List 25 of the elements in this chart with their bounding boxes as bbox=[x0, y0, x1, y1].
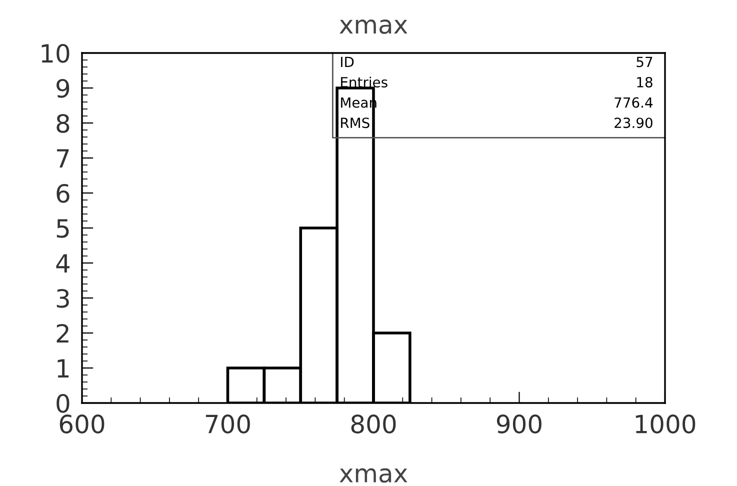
y-tick-label: 2 bbox=[56, 324, 68, 342]
x-tick-label: 600 bbox=[60, 414, 104, 434]
y-tick-label: 7 bbox=[57, 149, 69, 168]
x-tick-label: 900 bbox=[496, 414, 542, 434]
annotation: RMS bbox=[341, 118, 370, 128]
y-tick-label: 9 bbox=[56, 78, 70, 98]
annotation: 23.90 bbox=[614, 118, 652, 128]
x-axis-title: xmax bbox=[340, 468, 408, 483]
annotation: 57 bbox=[636, 56, 652, 68]
y-tick-label: 5 bbox=[56, 219, 69, 238]
x-tick-label: 800 bbox=[351, 414, 396, 434]
annotation: 776.4 bbox=[614, 97, 653, 108]
y-tick-label: 4 bbox=[56, 254, 70, 272]
y-tick-label: 6 bbox=[56, 184, 70, 203]
y-tick-label: 1 bbox=[58, 359, 69, 378]
x-tick-label: 1000 bbox=[636, 414, 696, 434]
x-tick-label: 700 bbox=[206, 414, 250, 434]
annotation: Entries bbox=[341, 76, 388, 88]
annotation: 18 bbox=[637, 76, 652, 88]
y-tick-label: 3 bbox=[56, 288, 69, 308]
y-tick-label: 10 bbox=[42, 44, 70, 63]
annotation: ID bbox=[341, 56, 354, 67]
y-tick-label: 8 bbox=[56, 114, 70, 133]
chart-title: xmax bbox=[340, 20, 408, 34]
y-tick-label: 0 bbox=[56, 394, 70, 413]
